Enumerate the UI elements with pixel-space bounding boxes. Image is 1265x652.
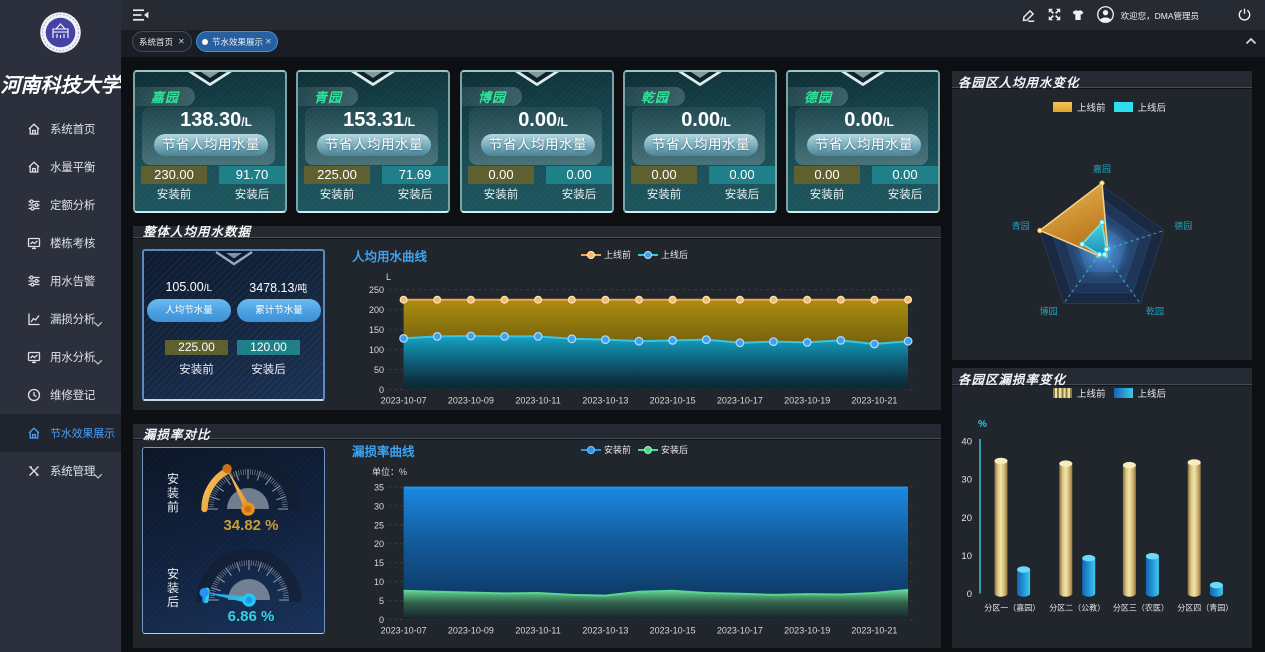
svg-text:分区二（公教）: 分区二（公教） — [1049, 603, 1105, 613]
svg-text:20: 20 — [374, 539, 384, 549]
svg-text:50: 50 — [374, 365, 384, 375]
svg-text:装: 装 — [167, 486, 179, 500]
svg-text:乾园: 乾园 — [1146, 306, 1164, 317]
svg-text:10: 10 — [374, 577, 384, 587]
svg-text:2023-10-11: 2023-10-11 — [515, 626, 560, 636]
svg-text:2023-10-11: 2023-10-11 — [515, 396, 560, 406]
svg-text:分区四（青园）: 分区四（青园） — [1177, 603, 1233, 613]
svg-text:150: 150 — [369, 325, 384, 335]
svg-text:15: 15 — [374, 558, 384, 568]
svg-text:200: 200 — [369, 305, 384, 315]
svg-text:250: 250 — [369, 285, 384, 295]
svg-text:后: 后 — [167, 595, 179, 609]
svg-text:嘉园: 嘉园 — [1093, 163, 1111, 174]
svg-text:青园: 青园 — [1012, 220, 1030, 231]
svg-text:30: 30 — [961, 475, 972, 486]
svg-text:2023-10-15: 2023-10-15 — [650, 626, 696, 636]
svg-text:安: 安 — [167, 471, 179, 486]
svg-text:34.82 %: 34.82 % — [223, 517, 278, 534]
svg-text:10: 10 — [961, 551, 972, 562]
svg-text:2023-10-19: 2023-10-19 — [784, 626, 830, 636]
svg-text:2023-10-13: 2023-10-13 — [582, 396, 628, 406]
svg-text:2023-10-17: 2023-10-17 — [717, 396, 763, 406]
svg-text:2023-10-09: 2023-10-09 — [448, 626, 494, 636]
svg-text:单位：%: 单位：% — [372, 466, 407, 477]
svg-text:2023-10-17: 2023-10-17 — [717, 626, 763, 636]
svg-text:20: 20 — [961, 513, 972, 524]
svg-text:25: 25 — [374, 520, 384, 530]
svg-text:前: 前 — [167, 499, 179, 514]
svg-text:0: 0 — [967, 589, 972, 600]
svg-text:2023-10-15: 2023-10-15 — [650, 396, 696, 406]
svg-text:2023-10-13: 2023-10-13 — [582, 626, 628, 636]
svg-text:2023-10-21: 2023-10-21 — [851, 626, 897, 636]
svg-text:装: 装 — [167, 581, 179, 595]
svg-text:2023-10-09: 2023-10-09 — [448, 396, 494, 406]
svg-text:德园: 德园 — [1174, 220, 1192, 231]
svg-text:100: 100 — [369, 345, 384, 355]
svg-text:35: 35 — [374, 482, 384, 492]
svg-text:0: 0 — [379, 615, 384, 625]
svg-text:博园: 博园 — [1039, 306, 1057, 317]
svg-text:安: 安 — [167, 566, 179, 581]
svg-text:2023-10-19: 2023-10-19 — [784, 396, 830, 406]
svg-text:0: 0 — [379, 385, 384, 395]
svg-text:2023-10-21: 2023-10-21 — [851, 396, 897, 406]
svg-text:30: 30 — [374, 501, 384, 511]
svg-text:2023-10-07: 2023-10-07 — [381, 626, 427, 636]
svg-text:分区三（农医）: 分区三（农医） — [1113, 603, 1169, 613]
svg-text:6.86 %: 6.86 % — [228, 608, 275, 625]
svg-text:5: 5 — [379, 596, 384, 606]
svg-text:L: L — [386, 272, 391, 282]
svg-text:2023-10-07: 2023-10-07 — [381, 396, 427, 406]
svg-text:%: % — [978, 419, 987, 430]
svg-text:分区一（嘉园）: 分区一（嘉园） — [984, 603, 1040, 613]
svg-text:40: 40 — [961, 437, 972, 448]
